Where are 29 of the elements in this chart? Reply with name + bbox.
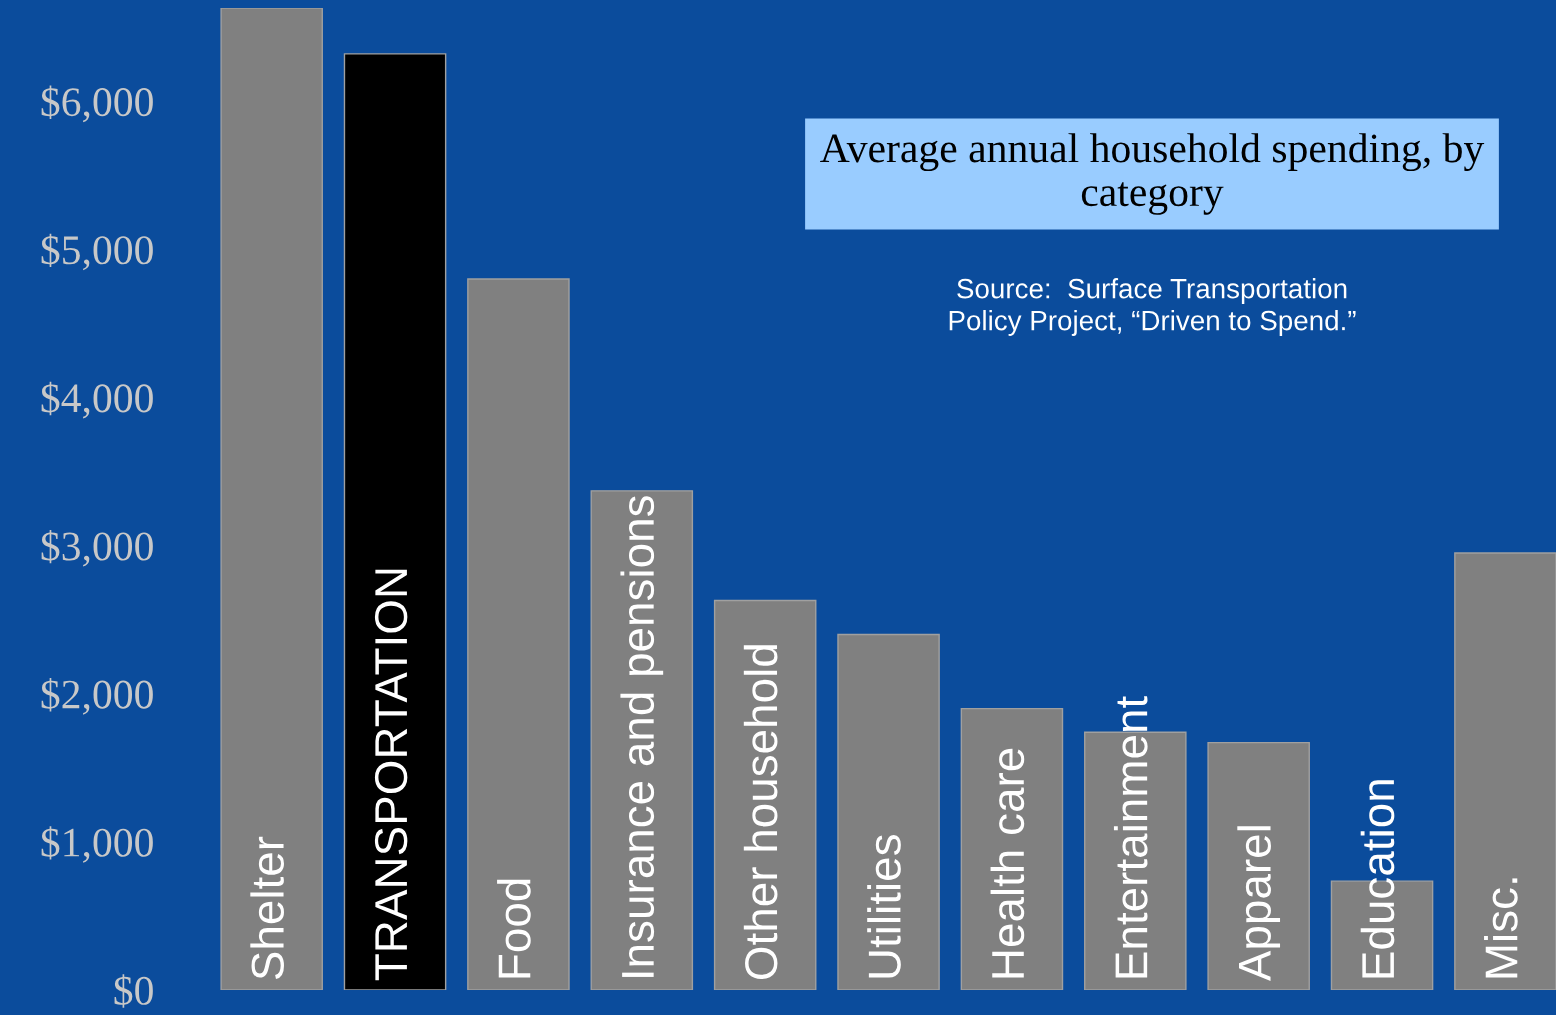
y-tick-label: $0 xyxy=(114,974,153,1008)
y-tick-label: $4,000 xyxy=(41,381,153,419)
bar xyxy=(590,490,694,990)
bar xyxy=(960,707,1064,990)
y-tick-label: $6,000 xyxy=(41,85,153,123)
text: Average annual household spending, by category xyxy=(820,133,1485,215)
x-tick-label: Insurance and pensions xyxy=(620,496,664,977)
y-tick-label: $3,000 xyxy=(41,529,153,567)
bar xyxy=(1207,741,1310,990)
bar xyxy=(713,599,817,990)
x-tick-label: TRANSPORTATION xyxy=(374,569,408,981)
bar xyxy=(220,8,323,990)
bar xyxy=(343,53,447,990)
x-tick-label: Entertainment xyxy=(1113,696,1148,978)
x-tick-label: Apparel xyxy=(1237,826,1281,982)
bar xyxy=(467,278,570,990)
x-tick-label: Education xyxy=(1360,780,1395,978)
x-tick-label: Shelter xyxy=(250,836,284,980)
bar xyxy=(837,633,940,990)
x-tick-label: Utilities xyxy=(867,835,901,978)
annotation: Source: Surface Transportation Policy Project, “Driven to Spend.” xyxy=(949,278,1356,336)
x-tick-label: Other household xyxy=(743,645,778,979)
x-tick-label: Health care xyxy=(990,748,1025,978)
x-tick-label: Misc. xyxy=(1484,878,1518,978)
y-tick-label: $1,000 xyxy=(41,826,153,863)
y-tick-label: $2,000 xyxy=(41,678,153,715)
y-tick-label: $5,000 xyxy=(41,233,153,271)
x-tick-label: Food xyxy=(497,879,531,978)
bar xyxy=(1454,552,1556,990)
